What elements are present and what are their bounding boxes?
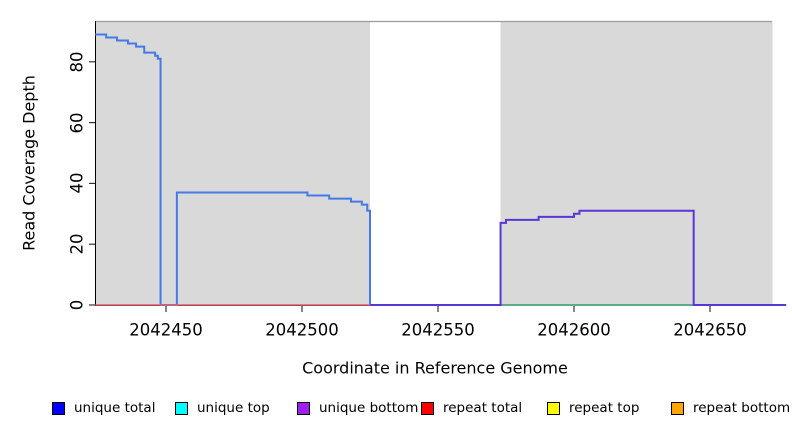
covered-region-right <box>500 21 773 305</box>
legend: unique total unique top unique bottom repea… <box>0 401 792 421</box>
y-tick-label: 0 <box>67 299 87 311</box>
x-tick-label: 2042600 <box>537 320 611 340</box>
legend-item-unique-top: unique top <box>175 401 270 416</box>
x-tick-label: 2042450 <box>129 320 203 340</box>
y-tick-label: 20 <box>67 233 87 255</box>
y-tick-label: 40 <box>67 172 87 194</box>
x-tick-label: 2042550 <box>401 320 475 340</box>
legend-item-repeat-bottom: repeat bottom <box>671 401 790 416</box>
y-axis-title: Read Coverage Depth <box>19 75 39 251</box>
legend-label: unique bottom <box>319 400 419 416</box>
uncovered-gap <box>370 21 501 305</box>
legend-swatch-icon <box>175 402 188 415</box>
y-tick-label: 80 <box>67 51 87 73</box>
legend-item-repeat-total: repeat total <box>421 401 522 416</box>
legend-swatch-icon <box>547 402 560 415</box>
legend-label: repeat total <box>443 400 523 416</box>
legend-swatch-icon <box>52 402 65 415</box>
legend-label: repeat bottom <box>693 400 791 416</box>
series-line-unique-total <box>95 33 773 306</box>
legend-item-unique-total: unique total <box>52 401 155 416</box>
legend-swatch-icon <box>421 402 434 415</box>
series-line-unique-bottom <box>370 209 787 306</box>
legend-swatch-icon <box>671 402 684 415</box>
x-tick-label: 2042500 <box>265 320 339 340</box>
legend-label: unique top <box>197 400 270 416</box>
legend-label: unique total <box>74 400 156 416</box>
legend-item-repeat-top: repeat top <box>547 401 639 416</box>
legend-item-unique-bottom: unique bottom <box>297 401 418 416</box>
x-axis-title: Coordinate in Reference Genome <box>302 358 568 378</box>
legend-label: repeat top <box>569 400 640 416</box>
x-tick-label: 2042650 <box>673 320 747 340</box>
covered-region-left <box>95 21 370 305</box>
y-tick-label: 60 <box>67 112 87 134</box>
legend-swatch-icon <box>297 402 310 415</box>
